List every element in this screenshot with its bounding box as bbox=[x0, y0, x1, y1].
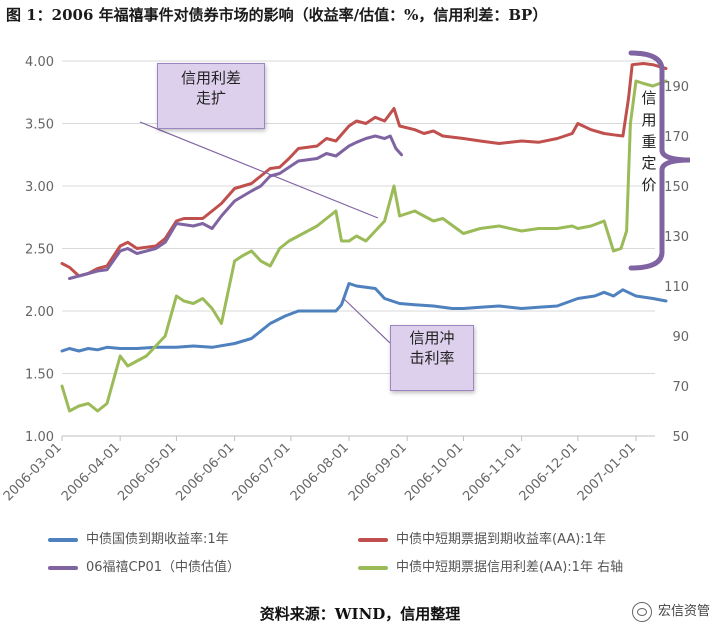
x-tick-label: 2006-08-01 bbox=[288, 440, 352, 504]
y-left-tick-label: 1.50 bbox=[25, 368, 54, 383]
x-tick-label: 2007-01-01 bbox=[575, 440, 639, 504]
legend-label-mtn-yield: 中债中短期票据到期收益率(AA):1年 bbox=[396, 532, 606, 547]
legend-swatch-gov bbox=[48, 537, 78, 542]
y-left-tick-label: 2.00 bbox=[25, 305, 54, 320]
y-right-tick-label: 50 bbox=[672, 430, 689, 445]
callout-spread-widen: 信用利差 走扩 bbox=[157, 63, 265, 129]
y-left-tick-label: 4.00 bbox=[25, 55, 54, 70]
line-credit-spread bbox=[60, 79, 668, 413]
legend-label-gov: 中债国债到期收益率:1年 bbox=[86, 532, 229, 547]
legend-item-gov: 中债国债到期收益率:1年 bbox=[48, 528, 229, 547]
repricing-brace bbox=[628, 50, 691, 271]
callout-spread-widen-text: 信用利差 走扩 bbox=[180, 69, 241, 108]
legend-label-spread: 中债中短期票据信用利差(AA):1年 右轴 bbox=[396, 560, 624, 575]
chart-title: 图 1：2006 年福禧事件对债券市场的影响（收益率/估值：%，信用利差：BP） bbox=[6, 6, 548, 24]
callout-repricing-text: 信用重定价 bbox=[641, 89, 657, 194]
y-right-tick-label: 110 bbox=[664, 280, 689, 295]
y-right-tick-label: 130 bbox=[664, 230, 689, 245]
y-right-tick-label: 90 bbox=[672, 330, 689, 345]
legend-item-cp01: 06福禧CP01（中债估值） bbox=[48, 556, 240, 575]
line-gov-yield bbox=[60, 282, 668, 353]
callout-credit-shock-leader bbox=[342, 297, 391, 344]
x-tick-label: 2006-07-01 bbox=[230, 440, 294, 504]
x-tick-label: 2006-05-01 bbox=[115, 440, 179, 504]
y-left-tick-label: 3.50 bbox=[25, 118, 54, 133]
legend-swatch-spread bbox=[358, 565, 388, 570]
legend-item-mtn-yield: 中债中短期票据到期收益率(AA):1年 bbox=[358, 528, 606, 547]
wechat-icon bbox=[631, 601, 652, 622]
legend-swatch-mtn-yield bbox=[358, 537, 388, 542]
y-left-tick-label: 2.50 bbox=[25, 243, 54, 258]
source-note: 资料来源：WIND，信用整理 bbox=[259, 605, 461, 623]
y-left-tick-label: 3.00 bbox=[25, 180, 54, 195]
x-tick-label: 2006-04-01 bbox=[59, 440, 123, 504]
chart-plot: 1.00 1.50 2.00 2.50 3.00 3.50 4.00 50 70 90 110 13… bbox=[1, 50, 691, 504]
callout-credit-shock-text: 信用冲 击利率 bbox=[409, 329, 455, 368]
legend-label-cp01: 06福禧CP01（中债估值） bbox=[86, 560, 241, 575]
brand-label: 宏信资管 bbox=[657, 604, 710, 619]
x-tick-label: 2006-10-01 bbox=[402, 440, 466, 504]
x-tick-label: 2006-12-01 bbox=[517, 440, 581, 504]
brand: 宏信资管 bbox=[631, 600, 710, 622]
callout-spread-widen-leader bbox=[139, 121, 379, 219]
y-right-tick-label: 190 bbox=[664, 80, 689, 95]
y-left-tick-label: 1.00 bbox=[25, 430, 54, 445]
y-right-tick-label: 70 bbox=[672, 380, 689, 395]
y-right-tick-label: 170 bbox=[664, 130, 689, 145]
legend-item-spread: 中债中短期票据信用利差(AA):1年 右轴 bbox=[358, 556, 623, 575]
line-mtn-yield bbox=[60, 62, 668, 278]
y-right-tick-label: 150 bbox=[664, 180, 689, 195]
legend-swatch-cp01 bbox=[48, 565, 78, 570]
line-cp01-valuation bbox=[68, 134, 403, 280]
x-tick-label: 2006-09-01 bbox=[346, 440, 410, 504]
x-tick-label: 2006-03-01 bbox=[1, 440, 65, 504]
callout-credit-shock: 信用冲 击利率 bbox=[390, 325, 474, 391]
x-tick-label: 2006-11-01 bbox=[460, 440, 524, 504]
x-tick-label: 2006-06-01 bbox=[173, 440, 237, 504]
